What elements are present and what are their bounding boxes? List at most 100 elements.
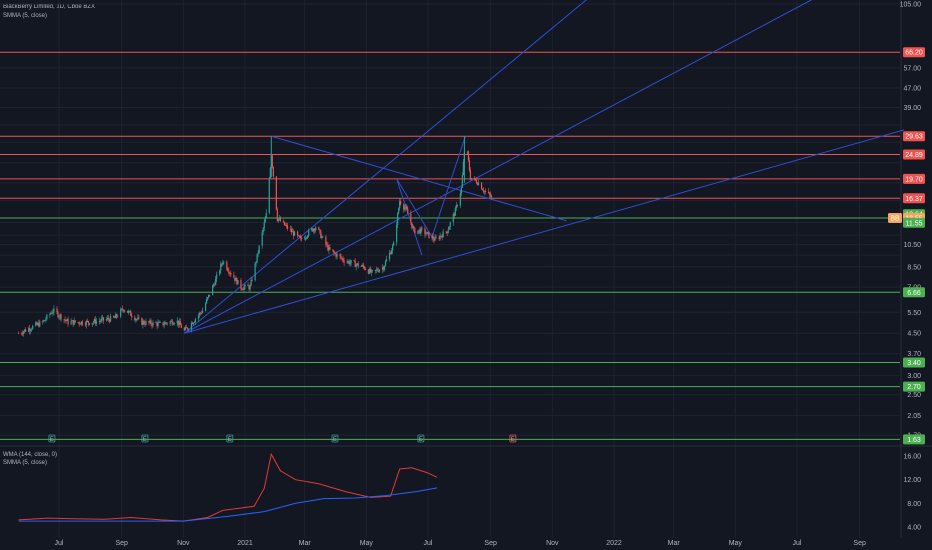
x-tick-label: 2021 [237, 540, 253, 547]
candle-body [452, 214, 454, 223]
candle-body [170, 320, 172, 322]
candle-body [399, 201, 401, 209]
y-tick-label: 2.05 [907, 413, 921, 420]
candle-body [150, 320, 152, 325]
candle-body [251, 279, 253, 281]
candle-body [222, 262, 224, 265]
candle-body [441, 236, 443, 238]
candle-body [375, 269, 378, 271]
candle-body [60, 314, 62, 320]
candle-body [77, 322, 79, 324]
y-tick-label: 10.50 [903, 242, 921, 249]
candle-body [98, 320, 101, 322]
candle-body [419, 229, 421, 234]
candle-body [94, 319, 96, 324]
candle-body [124, 310, 126, 312]
candle-body [360, 266, 362, 267]
candle-body [439, 235, 441, 239]
candle-body [169, 321, 171, 324]
candle-body [127, 310, 129, 313]
candle-body [247, 284, 249, 287]
candle-body [491, 196, 493, 198]
candle-body [201, 310, 204, 313]
candle-body [191, 322, 194, 325]
candle-body [469, 170, 472, 180]
x-tick-label: Jul [424, 540, 433, 547]
candle-body [219, 270, 221, 275]
y-tick-label: 2.50 [907, 392, 921, 399]
candle-body [456, 205, 458, 206]
candle-body [292, 231, 295, 236]
candle-body [378, 269, 381, 272]
trendline [396, 178, 423, 256]
candle-body [262, 228, 264, 233]
candle-body [318, 227, 320, 230]
candle-body [30, 329, 32, 331]
candle-body [354, 261, 356, 267]
candle-body [328, 247, 330, 251]
candle-body [215, 278, 217, 286]
candle-body [277, 219, 279, 221]
candle-body [179, 321, 181, 326]
level-badge [903, 287, 925, 298]
earnings-marker-label: E [228, 437, 232, 443]
level-badge [903, 381, 925, 392]
trendline [431, 136, 466, 238]
candle-body [431, 236, 433, 238]
candle-body [131, 315, 133, 318]
candle-body [488, 191, 490, 193]
candle-body [412, 226, 414, 228]
candle-body [197, 315, 200, 319]
candle-body [293, 231, 296, 236]
candle-body [410, 213, 412, 223]
candle-body [148, 321, 150, 323]
candle-body [383, 266, 386, 270]
candle-body [250, 279, 252, 286]
candle-body [38, 322, 40, 327]
candle-body [333, 251, 335, 253]
candle-body [435, 237, 437, 239]
candle-body [489, 192, 491, 195]
candle-body [100, 318, 103, 322]
level-badge-label: 66.20 [905, 50, 923, 57]
candle-body [165, 322, 167, 324]
candle-body [39, 321, 41, 327]
candle-body [20, 333, 23, 335]
candle-body [301, 237, 303, 240]
candle-body [475, 180, 478, 184]
level-badge [903, 357, 925, 368]
candle-body [23, 331, 25, 334]
y-tick-label: 47.00 [903, 86, 921, 93]
candle-body [249, 285, 251, 290]
candle-body [29, 328, 31, 331]
candle-body [204, 303, 207, 311]
candle-body [385, 259, 388, 262]
candle-body [72, 320, 74, 325]
level-badge-label: 3.40 [907, 360, 921, 367]
candle-body [248, 286, 250, 290]
candle-body [418, 229, 420, 231]
candle-body [327, 244, 329, 251]
x-tick-label: Sep [115, 540, 128, 547]
candle-body [193, 321, 196, 323]
candle-body [208, 294, 210, 298]
candle-body [152, 322, 154, 326]
candle-body [448, 226, 450, 230]
candle-body [403, 204, 405, 210]
candle-body [371, 270, 373, 271]
y-tick-label: 39.00 [903, 105, 921, 112]
candle-body [322, 236, 324, 238]
candle-body [405, 206, 407, 209]
candle-body [209, 294, 211, 296]
candle-body [42, 321, 44, 323]
candle-body [220, 263, 222, 271]
candle-body [58, 316, 60, 318]
candle-body [194, 318, 197, 322]
candle-body [70, 321, 72, 325]
candle-body [364, 269, 366, 270]
candle-body [470, 178, 473, 180]
candle-body [307, 235, 309, 238]
candle-body [315, 227, 317, 231]
candle-body [312, 228, 314, 232]
